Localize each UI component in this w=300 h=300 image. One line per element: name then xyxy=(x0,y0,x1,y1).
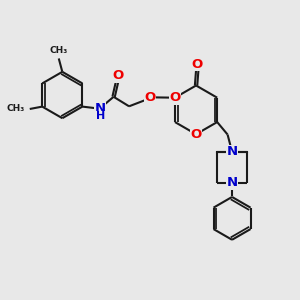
Text: O: O xyxy=(192,58,203,70)
Text: O: O xyxy=(112,70,123,83)
Text: N: N xyxy=(226,176,238,189)
Text: CH₃: CH₃ xyxy=(7,104,25,113)
Text: CH₃: CH₃ xyxy=(50,46,68,55)
Text: O: O xyxy=(190,128,202,141)
Text: O: O xyxy=(169,91,181,104)
Text: N: N xyxy=(226,145,238,158)
Text: N: N xyxy=(95,102,106,115)
Text: H: H xyxy=(96,111,105,122)
Text: O: O xyxy=(144,91,155,104)
